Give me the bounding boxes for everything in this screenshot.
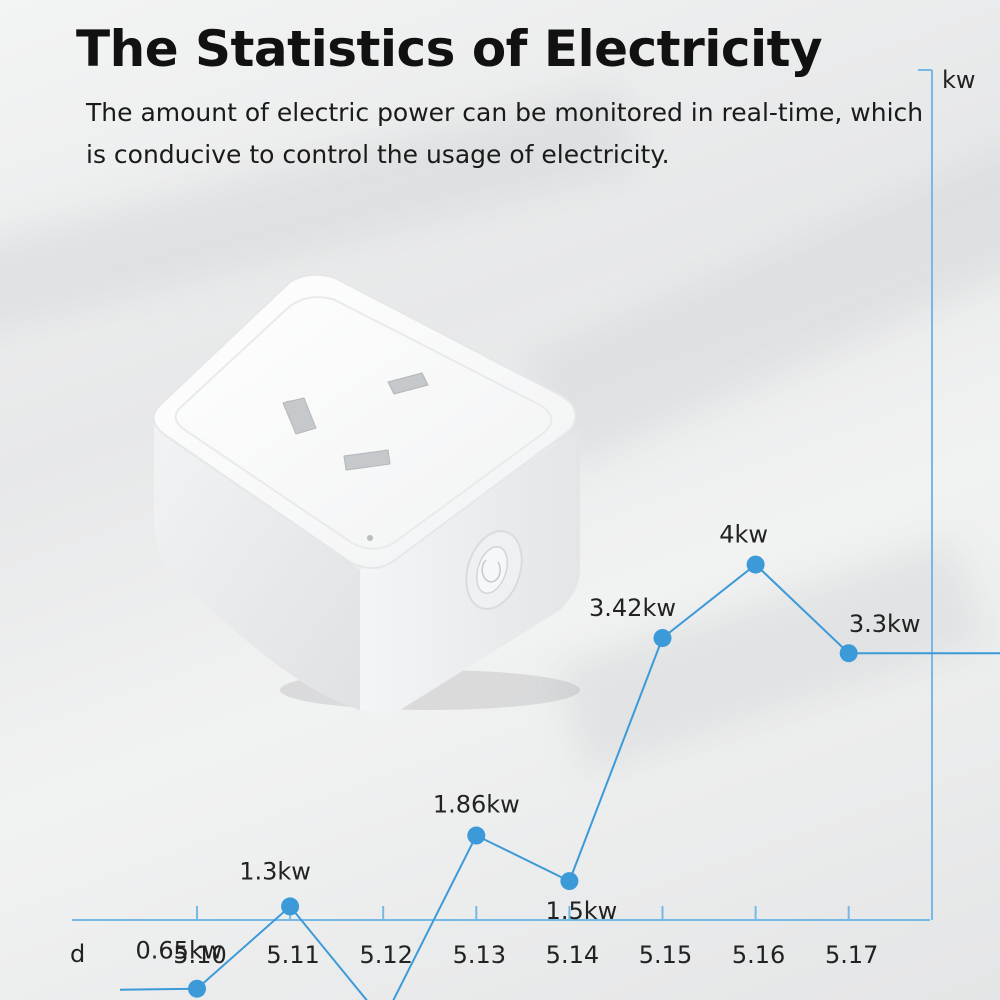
data-label: 1.3kw	[239, 857, 311, 885]
data-label: 3.3kw	[849, 610, 921, 638]
data-point	[653, 629, 672, 648]
data-point	[281, 897, 300, 916]
data-label: 3.42kw	[589, 594, 676, 622]
data-point	[188, 979, 206, 998]
x-tick-label: 5.13	[453, 941, 506, 969]
data-point	[746, 555, 765, 574]
page-subtitle: The amount of electric power can be moni…	[86, 98, 924, 169]
x-tick-label: 5.16	[732, 941, 785, 969]
x-tick-label: 5.10	[173, 941, 226, 969]
x-tick-label: 5.17	[825, 941, 878, 969]
data-label: 1.86kw	[433, 791, 520, 819]
x-tick-label: 5.14	[546, 941, 599, 969]
data-point	[560, 872, 579, 891]
x-tick-label: 5.15	[639, 941, 692, 969]
data-label: 0.65kw	[136, 937, 223, 965]
data-label: 0.4kw	[403, 998, 475, 1000]
data-point	[467, 826, 486, 845]
x-tick-label: 5.11	[266, 941, 319, 969]
data-point	[839, 644, 858, 663]
smart-plug-image	[152, 273, 580, 713]
x-tick-label: 5.12	[359, 941, 412, 969]
data-label: 1.5kw	[546, 897, 618, 925]
x-axis-unit-label: d	[70, 940, 85, 968]
series-line	[119, 563, 1000, 1000]
page-title: The Statistics of Electricity	[76, 20, 823, 78]
y-axis-unit-label: kw	[942, 66, 976, 94]
data-label: 4kw	[719, 521, 768, 549]
